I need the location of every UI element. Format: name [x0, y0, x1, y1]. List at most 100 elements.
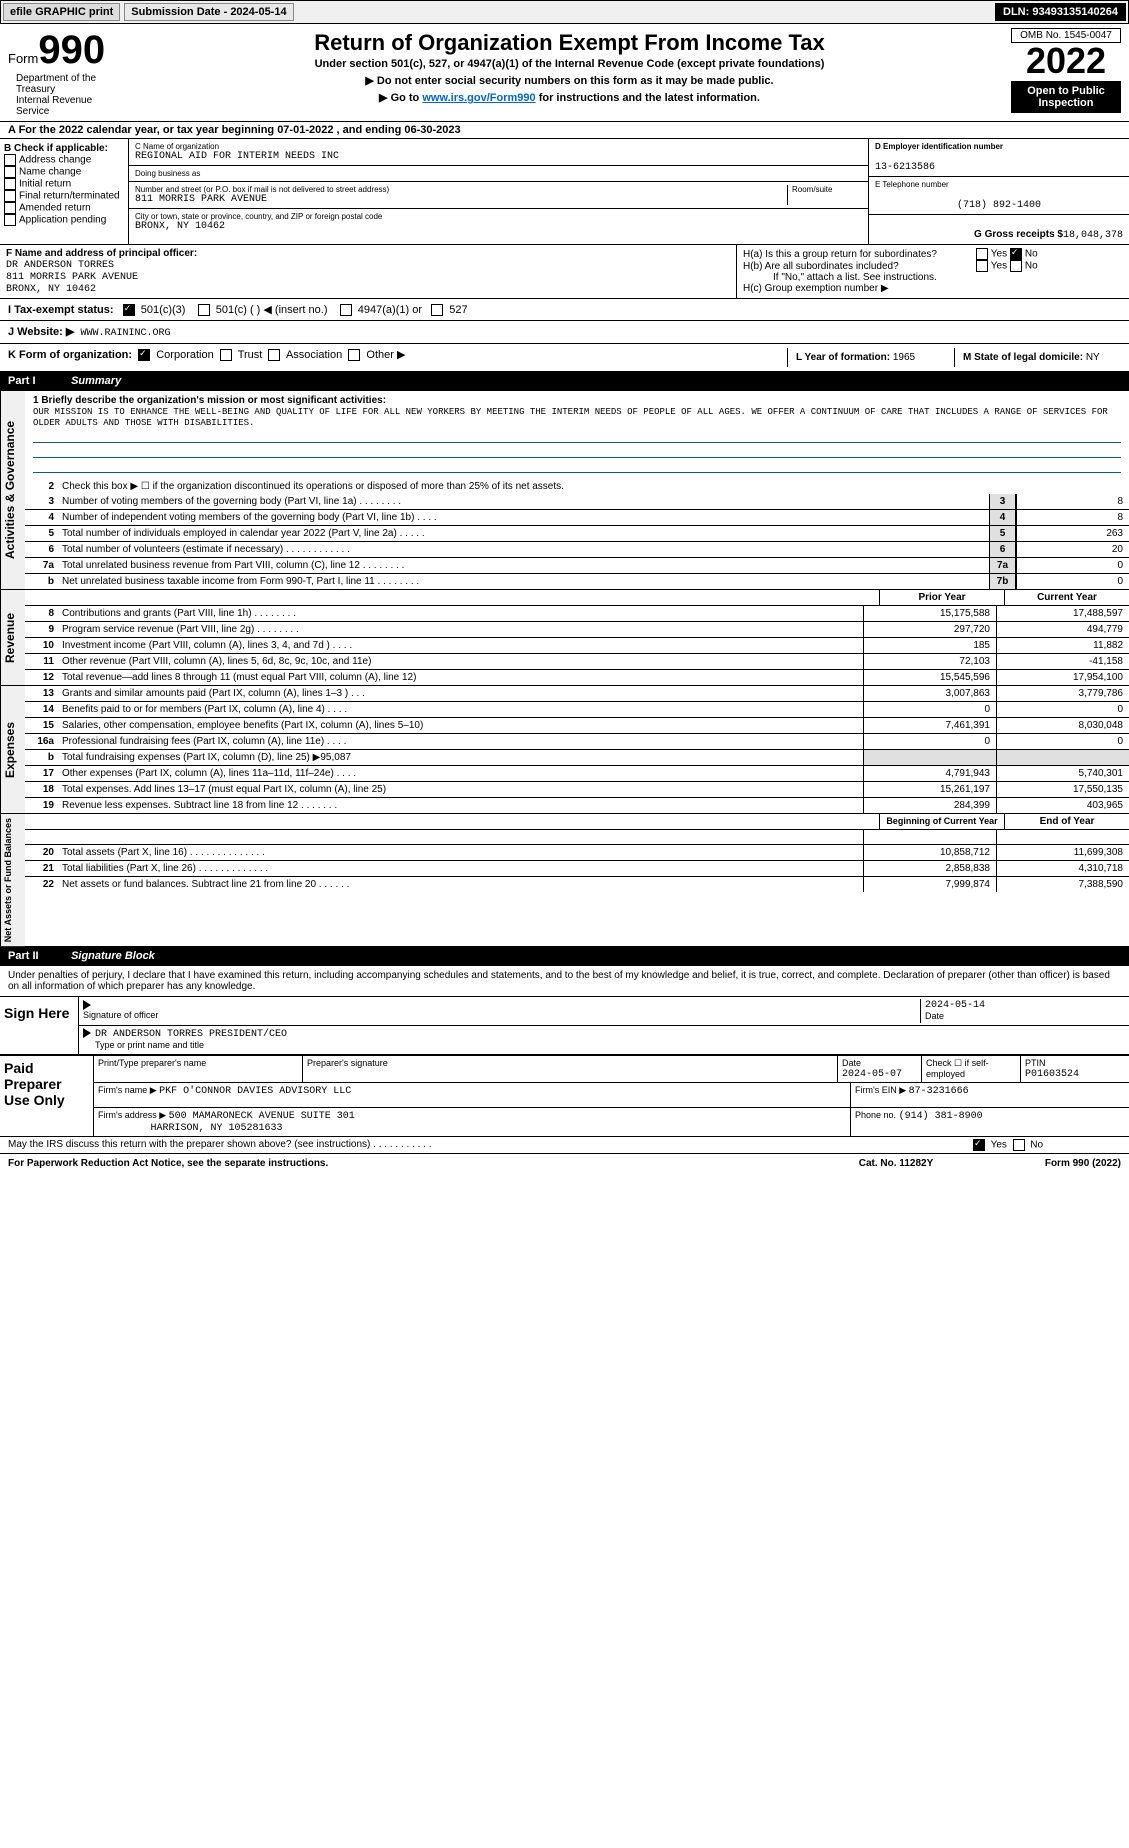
open-to-public: Open to Public Inspection	[1011, 81, 1121, 113]
org-name-box: C Name of organization REGIONAL AID FOR …	[129, 139, 868, 166]
row-a-taxyear: A For the 2022 calendar year, or tax yea…	[0, 121, 1129, 138]
ein-value: 13-6213586	[875, 162, 1123, 173]
form-number: Form 990	[8, 28, 128, 73]
l9-current: 494,779	[996, 622, 1129, 637]
chk-other[interactable]	[348, 349, 360, 361]
ptin: P01603524	[1025, 1069, 1079, 1080]
mission-text: OUR MISSION IS TO ENHANCE THE WELL-BEING…	[33, 407, 1108, 428]
line7b-val: 0	[1016, 574, 1129, 589]
chk-app-pending[interactable]	[4, 214, 16, 226]
chk-name-change[interactable]	[4, 166, 16, 178]
row-i-tax-status: I Tax-exempt status: 501(c)(3) 501(c) ( …	[0, 298, 1129, 320]
l21-eoy: 4,310,718	[996, 861, 1129, 876]
state-domicile: M State of legal domicile: NY	[954, 348, 1121, 367]
chk-initial-return[interactable]	[4, 178, 16, 190]
may-yes[interactable]	[973, 1139, 985, 1151]
top-bar: efile GRAPHIC print Submission Date - 20…	[0, 0, 1129, 24]
may-no[interactable]	[1013, 1139, 1025, 1151]
line5-val: 263	[1016, 526, 1129, 541]
mission-block: 1 Briefly describe the organization's mi…	[25, 391, 1129, 479]
sign-here-label: Sign Here	[0, 997, 79, 1054]
l10-prior: 185	[863, 638, 996, 653]
l21-boy: 2,858,838	[863, 861, 996, 876]
firm-phone: (914) 381-8900	[899, 1111, 983, 1122]
form-header: Form 990 Department of the Treasury Inte…	[0, 24, 1129, 121]
ssn-warning: ▶ Do not enter social security numbers o…	[128, 74, 1011, 87]
l14-current: 0	[996, 702, 1129, 717]
tax-year: 2022	[1011, 43, 1121, 79]
l12-current: 17,954,100	[996, 670, 1129, 685]
net-assets-section: Net Assets or Fund Balances Beginning of…	[0, 813, 1129, 946]
hb-no[interactable]	[1010, 260, 1022, 272]
irs-link[interactable]: www.irs.gov/Form990	[422, 92, 535, 104]
l9-prior: 297,720	[863, 622, 996, 637]
org-name: REGIONAL AID FOR INTERIM NEEDS INC	[135, 151, 862, 162]
submission-date-button[interactable]: Submission Date - 2024-05-14	[124, 3, 293, 21]
sign-date: 2024-05-14	[925, 1000, 985, 1011]
form-page: Form 990 (2022)	[971, 1158, 1121, 1169]
part1-header: Part I Summary	[0, 371, 1129, 390]
chk-final-return[interactable]	[4, 190, 16, 202]
row-j-website: J Website: ▶ WWW.RAININC.ORG	[0, 320, 1129, 343]
tel-box: E Telephone number (718) 892-1400	[869, 177, 1129, 215]
l20-eoy: 11,699,308	[996, 845, 1129, 860]
line3-val: 8	[1016, 494, 1129, 509]
chk-address-change[interactable]	[4, 154, 16, 166]
part2-header: Part II Signature Block	[0, 946, 1129, 965]
l18-current: 17,550,135	[996, 782, 1129, 797]
l15-current: 8,030,048	[996, 718, 1129, 733]
dba-box: Doing business as	[129, 166, 868, 182]
l17-prior: 4,791,943	[863, 766, 996, 781]
form-title: Return of Organization Exempt From Incom…	[128, 30, 1011, 56]
efile-button[interactable]: efile GRAPHIC print	[3, 3, 120, 21]
ein-box: D Employer identification number 13-6213…	[869, 139, 1129, 177]
l8-current: 17,488,597	[996, 606, 1129, 621]
firm-addr2: HARRISON, NY 105281633	[151, 1123, 283, 1134]
chk-assoc[interactable]	[268, 349, 280, 361]
form-subtitle: Under section 501(c), 527, or 4947(a)(1)…	[128, 58, 1011, 70]
sign-here-row: Sign Here Signature of officer 2024-05-1…	[0, 996, 1129, 1054]
line4-val: 8	[1016, 510, 1129, 525]
street-address: 811 MORRIS PARK AVENUE	[135, 194, 787, 205]
row-klm: K Form of organization: Corporation Trus…	[0, 343, 1129, 371]
tel-value: (718) 892-1400	[875, 200, 1123, 211]
col-b-checkboxes: B Check if applicable: Address change Na…	[0, 139, 129, 244]
principal-officer: F Name and address of principal officer:…	[0, 245, 736, 298]
chk-527[interactable]	[431, 304, 443, 316]
website-url: WWW.RAININC.ORG	[80, 328, 170, 339]
penalty-statement: Under penalties of perjury, I declare th…	[0, 965, 1129, 996]
l16a-current: 0	[996, 734, 1129, 749]
dln-label: DLN: 93493135140264	[995, 3, 1126, 21]
goto-instruction: ▶ Go to www.irs.gov/Form990 for instruct…	[128, 91, 1011, 104]
l16a-prior: 0	[863, 734, 996, 749]
chk-501c3[interactable]	[123, 304, 135, 316]
may-discuss-row: May the IRS discuss this return with the…	[0, 1136, 1129, 1153]
gross-receipts: 18,048,378	[1063, 230, 1123, 241]
l17-current: 5,740,301	[996, 766, 1129, 781]
officer-name: DR ANDERSON TORRES PRESIDENT/CEO	[95, 1029, 287, 1040]
l15-prior: 7,461,391	[863, 718, 996, 733]
activities-governance-section: Activities & Governance 1 Briefly descri…	[0, 390, 1129, 589]
l10-current: 11,882	[996, 638, 1129, 653]
line7a-val: 0	[1016, 558, 1129, 573]
ha-no[interactable]	[1010, 248, 1022, 260]
l8-prior: 15,175,588	[863, 606, 996, 621]
l20-boy: 10,858,712	[863, 845, 996, 860]
chk-501c[interactable]	[198, 304, 210, 316]
chk-4947[interactable]	[340, 304, 352, 316]
chk-amended[interactable]	[4, 202, 16, 214]
hb-yes[interactable]	[976, 260, 988, 272]
page-footer: For Paperwork Reduction Act Notice, see …	[0, 1153, 1129, 1173]
street-box: Number and street (or P.O. box if mail i…	[129, 182, 868, 209]
chk-corp[interactable]	[138, 349, 150, 361]
l11-prior: 72,103	[863, 654, 996, 669]
chk-trust[interactable]	[220, 349, 232, 361]
l13-prior: 3,007,863	[863, 686, 996, 701]
l22-eoy: 7,388,590	[996, 877, 1129, 892]
ha-yes[interactable]	[976, 248, 988, 260]
gross-box: G Gross receipts $18,048,378	[869, 215, 1129, 244]
l11-current: -41,158	[996, 654, 1129, 669]
firm-ein: 87-3231666	[909, 1086, 969, 1097]
arrow-icon	[83, 1028, 91, 1038]
vlabel-netassets: Net Assets or Fund Balances	[0, 814, 25, 946]
